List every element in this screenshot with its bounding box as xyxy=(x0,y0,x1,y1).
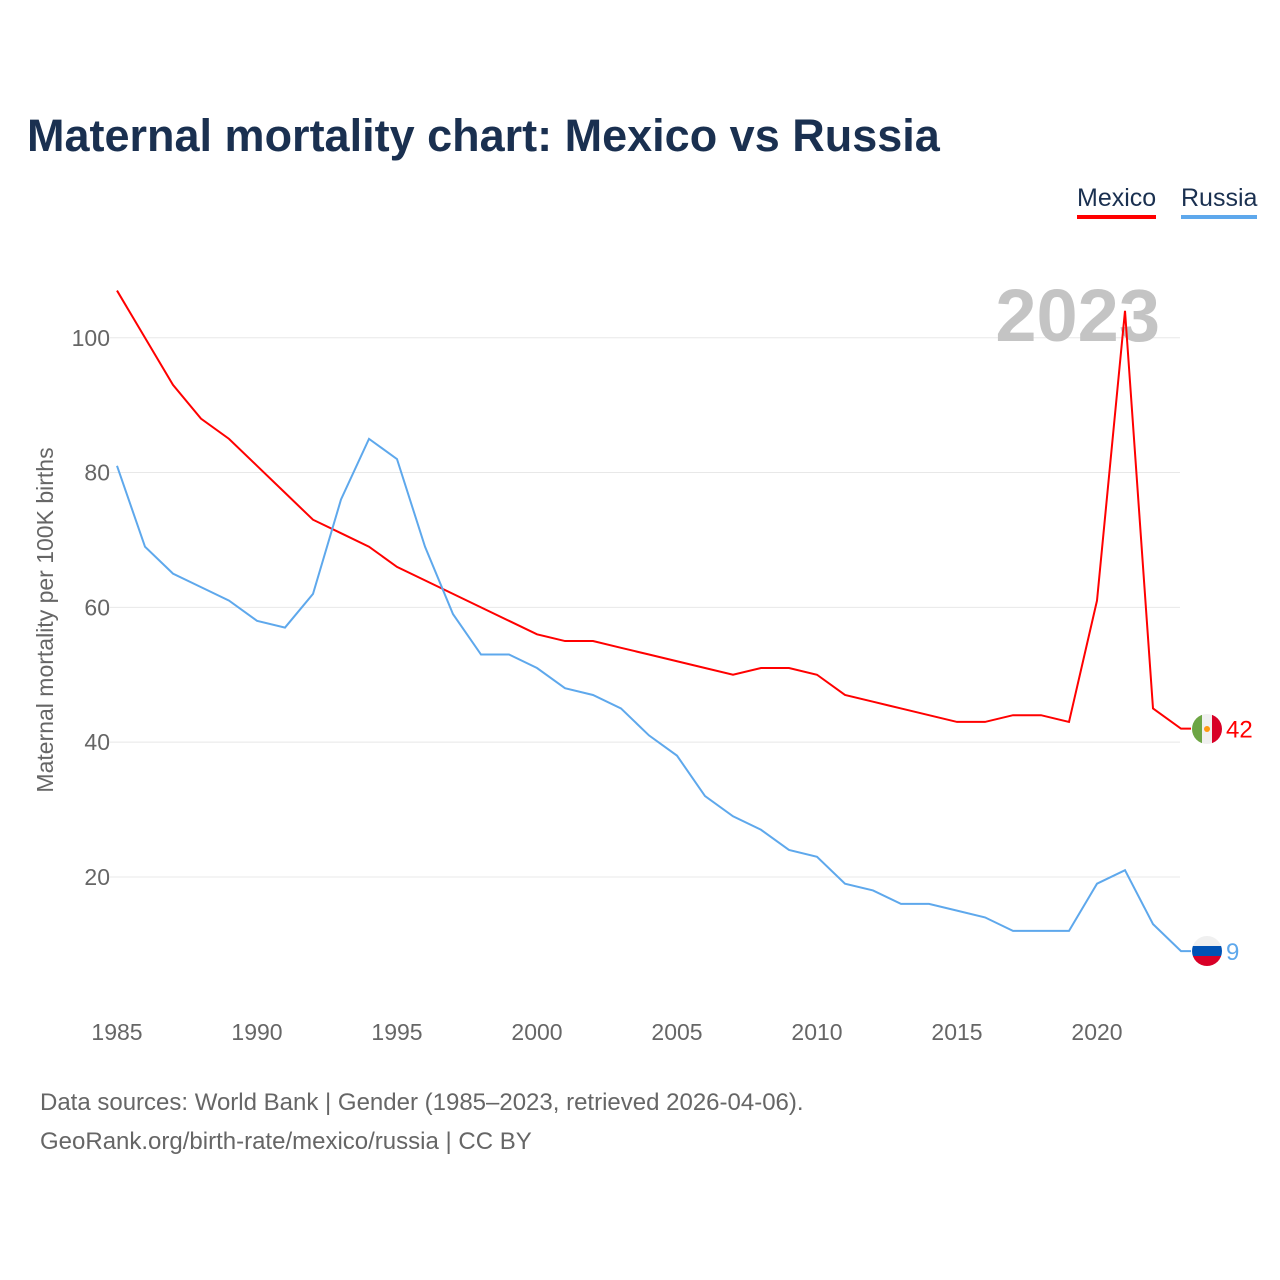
y-tick-label: 80 xyxy=(84,460,110,486)
series-line-mexico xyxy=(116,290,1191,730)
end-label-russia: 9 xyxy=(1226,939,1239,966)
end-label-mexico: 42 xyxy=(1226,717,1253,744)
y-tick-label: 40 xyxy=(84,729,110,755)
series-line-russia xyxy=(116,437,1191,953)
y-axis-label: Maternal mortality per 100K births xyxy=(32,447,58,792)
russia-flag-icon xyxy=(1192,936,1222,966)
legend-mexico[interactable]: Mexico xyxy=(1077,184,1157,219)
x-tick-label: 1990 xyxy=(231,1019,282,1045)
x-tick-label: 2020 xyxy=(1071,1019,1122,1045)
y-tick-label: 60 xyxy=(84,594,110,620)
x-tick-label: 2015 xyxy=(931,1019,982,1045)
mexico-flag-icon xyxy=(1192,714,1222,744)
footer-credit: GeoRank.org/birth-rate/mexico/russia | C… xyxy=(40,1128,532,1155)
footer-sources: Data sources: World Bank | Gender (1985–… xyxy=(40,1089,804,1116)
x-tick-label: 1995 xyxy=(371,1019,422,1045)
x-tick-label: 2005 xyxy=(651,1019,702,1045)
y-tick-label: 100 xyxy=(72,325,110,351)
chart-title: Maternal mortality chart: Mexico vs Russ… xyxy=(27,110,940,161)
x-tick-label: 2000 xyxy=(511,1019,562,1045)
x-tick-label: 2010 xyxy=(791,1019,842,1045)
y-tick-label: 20 xyxy=(84,864,110,890)
year-watermark: 2023 xyxy=(995,274,1160,357)
legend-russia[interactable]: Russia xyxy=(1181,184,1258,219)
x-tick-label: 1985 xyxy=(91,1019,142,1045)
